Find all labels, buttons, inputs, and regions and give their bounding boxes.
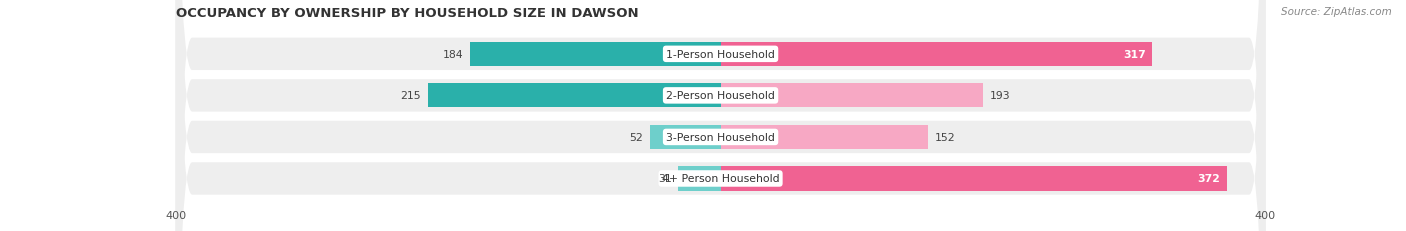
FancyBboxPatch shape bbox=[176, 0, 1265, 231]
FancyBboxPatch shape bbox=[176, 0, 1265, 231]
Bar bbox=[721, 167, 1227, 191]
Text: 152: 152 bbox=[935, 132, 955, 142]
Bar bbox=[721, 84, 983, 108]
Text: 193: 193 bbox=[990, 91, 1011, 101]
Text: 215: 215 bbox=[401, 91, 420, 101]
Text: OCCUPANCY BY OWNERSHIP BY HOUSEHOLD SIZE IN DAWSON: OCCUPANCY BY OWNERSHIP BY HOUSEHOLD SIZE… bbox=[176, 7, 638, 20]
Text: 4+ Person Household: 4+ Person Household bbox=[662, 174, 779, 184]
FancyBboxPatch shape bbox=[176, 0, 1265, 231]
Bar bbox=[427, 84, 721, 108]
FancyBboxPatch shape bbox=[176, 0, 1265, 231]
Text: 3-Person Household: 3-Person Household bbox=[666, 132, 775, 142]
Text: 372: 372 bbox=[1198, 174, 1220, 184]
Bar bbox=[721, 43, 1153, 67]
Text: 31: 31 bbox=[658, 174, 672, 184]
Text: Source: ZipAtlas.com: Source: ZipAtlas.com bbox=[1281, 7, 1392, 17]
Text: 317: 317 bbox=[1123, 50, 1146, 60]
Text: 184: 184 bbox=[443, 50, 463, 60]
Bar bbox=[678, 167, 721, 191]
Bar bbox=[470, 43, 721, 67]
Text: 1-Person Household: 1-Person Household bbox=[666, 50, 775, 60]
Bar bbox=[721, 125, 928, 149]
Bar bbox=[650, 125, 721, 149]
Text: 52: 52 bbox=[630, 132, 643, 142]
Text: 2-Person Household: 2-Person Household bbox=[666, 91, 775, 101]
